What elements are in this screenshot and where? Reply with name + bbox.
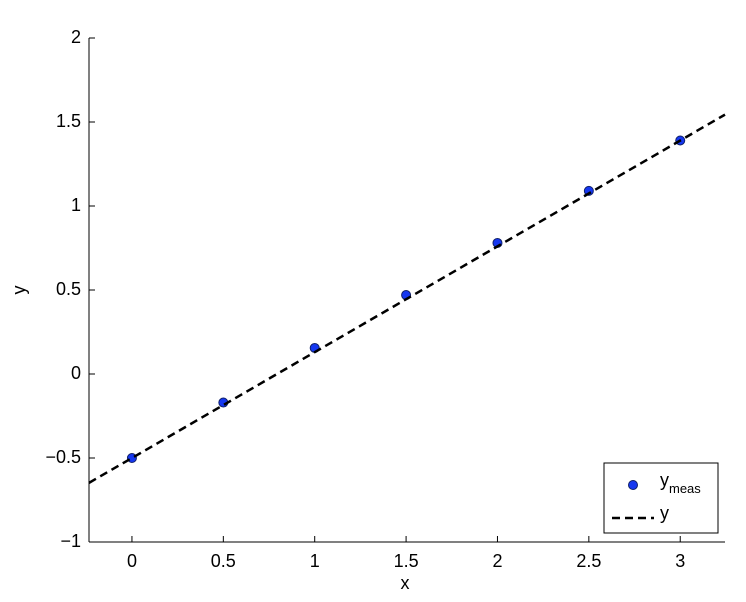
y-tick-label: −0.5 (45, 447, 81, 467)
y-tick-label: 0.5 (56, 279, 81, 299)
y-tick-label: 0 (71, 363, 81, 383)
x-tick-label: 2.5 (576, 551, 601, 571)
legend-label-name: y (660, 470, 669, 490)
legend-box (603, 462, 719, 534)
y-tick-label: 1 (71, 195, 81, 215)
legend-label-subscript: meas (669, 481, 701, 496)
x-tick-label: 2 (492, 551, 502, 571)
legend-label-name: y (660, 503, 669, 523)
y-tick-label: 1.5 (56, 111, 81, 131)
x-tick-label: 1 (310, 551, 320, 571)
y-axis-label: y (9, 286, 29, 295)
legend-label: y (660, 503, 669, 523)
y-tick-label: −1 (60, 531, 81, 551)
series-line (88, 113, 726, 484)
x-axis-label: x (401, 573, 410, 593)
x-tick-label: 1.5 (394, 551, 419, 571)
x-tick-label: 0.5 (211, 551, 236, 571)
y-tick-label: 2 (71, 27, 81, 47)
x-tick-label: 3 (675, 551, 685, 571)
legend-marker (628, 480, 638, 490)
legend-label: ymeas (660, 470, 701, 497)
x-tick-label: 0 (127, 551, 137, 571)
